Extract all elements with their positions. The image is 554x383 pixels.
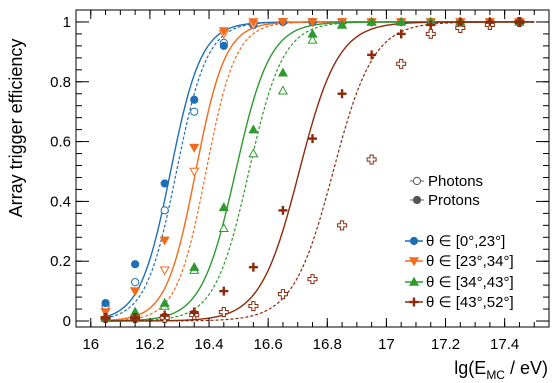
x-axis-title-main: lg(E: [454, 358, 486, 378]
proton-point: [131, 260, 140, 269]
photon-point: [189, 167, 200, 177]
legend-series-label: θ ∈ [43°,52°]: [426, 294, 514, 311]
proton-point: [100, 308, 111, 318]
x-tick-label: 17.2: [431, 336, 460, 353]
legend-particle-label: Protons: [428, 192, 480, 209]
photon-point: [160, 206, 169, 215]
y-tick-label: 0.2: [50, 253, 71, 270]
axis-tick-labels: 16 16.2 16.4 16.6 16.8 17 17.2 17.4 0 0.2 0.4 0.6 0.…: [50, 14, 519, 353]
proton-point: [160, 310, 170, 320]
photon-point: [307, 34, 318, 44]
legend-series-label: θ ∈ [0°,23°]: [426, 233, 505, 250]
proton-point: [337, 19, 348, 29]
x-tick-label: 16.4: [194, 336, 223, 353]
photon-point: [218, 307, 229, 318]
proton-point: [485, 17, 495, 27]
proton-point: [514, 17, 524, 27]
proton-point: [248, 124, 259, 134]
photon-point: [337, 220, 348, 231]
legend-particle-label: Photons: [428, 173, 483, 190]
proton-point: [189, 261, 200, 271]
axis-ticks: [76, 10, 550, 327]
x-tick-label: 16.6: [254, 336, 283, 353]
proton-point: [366, 16, 377, 26]
proton-point: [189, 143, 200, 153]
x-axis-title: lg(EMC / eV): [454, 358, 548, 382]
y-tick-label: 1: [63, 14, 71, 31]
legend-series-marker: [408, 276, 420, 286]
proton-point: [308, 134, 317, 144]
photon-point: [248, 301, 259, 312]
proton-point: [248, 18, 259, 28]
photon-point: [277, 289, 288, 300]
x-tick-label: 16.8: [313, 336, 342, 353]
y-tick-label: 0.4: [50, 193, 71, 210]
x-axis-title-sub: MC: [486, 368, 505, 382]
photon-point: [455, 22, 466, 33]
y-tick-label: 0.8: [50, 74, 71, 91]
data-points: [100, 16, 525, 324]
proton-point: [307, 28, 318, 38]
legend-particle-marker: [412, 195, 422, 205]
proton-point: [277, 67, 288, 77]
photon-point: [396, 58, 407, 69]
legend-series-label: θ ∈ [23°,34°]: [426, 253, 514, 270]
legend-series-marker: [409, 236, 419, 246]
legend-particle-marker: [412, 176, 422, 186]
y-tick-label: 0.6: [50, 134, 71, 151]
photon-point: [366, 154, 377, 165]
legend-series-marker: [408, 257, 420, 267]
proton-point: [101, 313, 111, 323]
proton-point: [396, 16, 407, 26]
legend-series-label: θ ∈ [34°,43°]: [426, 274, 514, 291]
proton-point: [160, 179, 169, 188]
proton-point: [218, 202, 229, 212]
proton-point: [337, 89, 347, 99]
proton-point: [159, 297, 170, 307]
proton-point: [219, 41, 228, 50]
proton-point: [248, 262, 258, 272]
legend: Photons Protons θ ∈ [0°,23°] θ ∈ [23°,34°] θ…: [405, 173, 514, 311]
photon-point: [190, 107, 199, 116]
proton-point: [130, 287, 141, 297]
proton-point: [190, 95, 199, 104]
photon-fit-curve: [105, 21, 535, 322]
proton-point: [277, 18, 288, 28]
proton-point: [396, 29, 406, 39]
proton-point: [219, 286, 229, 296]
proton-point: [189, 307, 199, 317]
y-axis-title: Array trigger efficiency: [6, 39, 26, 218]
x-axis-title-suffix: / eV): [505, 358, 548, 378]
photon-point: [425, 28, 436, 39]
x-tick-label: 16.2: [135, 336, 164, 353]
proton-point: [455, 17, 465, 27]
proton-point: [130, 313, 140, 323]
photon-point: [131, 278, 140, 287]
proton-point: [218, 27, 229, 37]
x-tick-label: 17.4: [490, 336, 519, 353]
y-tick-label: 0: [63, 313, 71, 330]
proton-point: [159, 236, 170, 246]
proton-point: [426, 20, 436, 30]
photon-point: [277, 85, 288, 95]
photon-point: [159, 266, 170, 276]
proton-point: [278, 205, 288, 215]
proton-point: [367, 50, 377, 60]
proton-point: [101, 298, 110, 308]
photon-point: [248, 148, 259, 158]
proton-point: [307, 18, 318, 28]
x-tick-label: 17: [378, 336, 395, 353]
legend-series-marker: [409, 297, 419, 307]
photon-point: [218, 223, 229, 233]
x-tick-label: 16: [82, 336, 99, 353]
photon-point: [307, 274, 318, 285]
